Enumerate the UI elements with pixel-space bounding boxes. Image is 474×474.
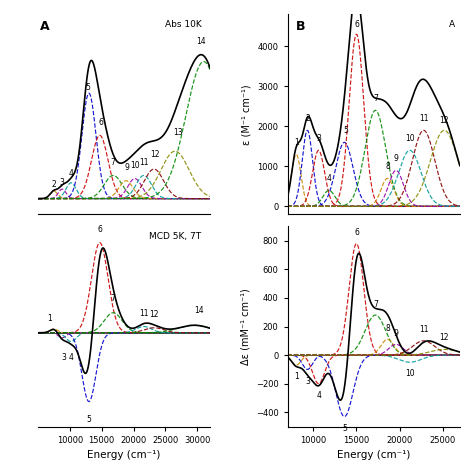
Text: A: A	[40, 20, 49, 33]
Text: 2: 2	[305, 114, 310, 123]
Text: 3: 3	[60, 178, 64, 187]
Text: 12: 12	[439, 333, 449, 342]
Text: 8: 8	[385, 324, 390, 333]
X-axis label: Energy (cm⁻¹): Energy (cm⁻¹)	[87, 450, 161, 460]
Text: 5: 5	[344, 126, 348, 135]
Text: 14: 14	[194, 306, 203, 315]
Text: 3: 3	[305, 376, 310, 385]
Text: 6: 6	[99, 118, 103, 127]
Text: 1: 1	[294, 372, 299, 381]
Y-axis label: Δε (mM⁻¹ cm⁻¹): Δε (mM⁻¹ cm⁻¹)	[240, 288, 250, 365]
Text: 7: 7	[111, 294, 116, 303]
Text: 10: 10	[405, 369, 415, 378]
Text: 11: 11	[419, 114, 428, 123]
Text: 7: 7	[373, 300, 378, 309]
Text: 5: 5	[342, 424, 347, 433]
Text: 11: 11	[139, 158, 148, 167]
Text: 13: 13	[173, 128, 183, 137]
Text: 3: 3	[316, 134, 321, 143]
Text: 8: 8	[385, 162, 390, 171]
Text: MCD 5K, 7T: MCD 5K, 7T	[149, 232, 201, 241]
X-axis label: Energy (cm⁻¹): Energy (cm⁻¹)	[337, 450, 410, 460]
Text: 3: 3	[61, 353, 66, 362]
Text: 10: 10	[405, 134, 415, 143]
Text: 7: 7	[111, 158, 116, 167]
Text: 6: 6	[354, 228, 359, 237]
Text: 10: 10	[130, 161, 140, 170]
Text: 7: 7	[373, 94, 378, 103]
Text: 4: 4	[327, 174, 331, 183]
Text: 11: 11	[419, 325, 428, 334]
Text: 6: 6	[97, 225, 102, 234]
Text: A: A	[448, 20, 455, 29]
Text: 4: 4	[69, 169, 73, 178]
Text: Abs 10K: Abs 10K	[165, 20, 201, 29]
Text: B: B	[296, 20, 306, 33]
Text: 9: 9	[393, 154, 399, 163]
Text: 12: 12	[151, 150, 160, 159]
Text: 1: 1	[294, 138, 299, 147]
Text: 9: 9	[125, 163, 130, 172]
Text: 4: 4	[69, 353, 73, 362]
Text: 6: 6	[354, 20, 359, 29]
Text: 5: 5	[86, 415, 91, 424]
Text: 12: 12	[439, 116, 449, 125]
Text: 9: 9	[393, 329, 399, 338]
Text: 5: 5	[85, 83, 90, 92]
Text: 11: 11	[139, 309, 148, 318]
Y-axis label: ε (M⁻¹ cm⁻¹): ε (M⁻¹ cm⁻¹)	[242, 84, 252, 145]
Text: 4: 4	[316, 391, 321, 400]
Text: 1: 1	[47, 314, 52, 323]
Text: 14: 14	[196, 37, 205, 46]
Text: 12: 12	[149, 310, 159, 319]
Text: 2: 2	[52, 180, 56, 189]
